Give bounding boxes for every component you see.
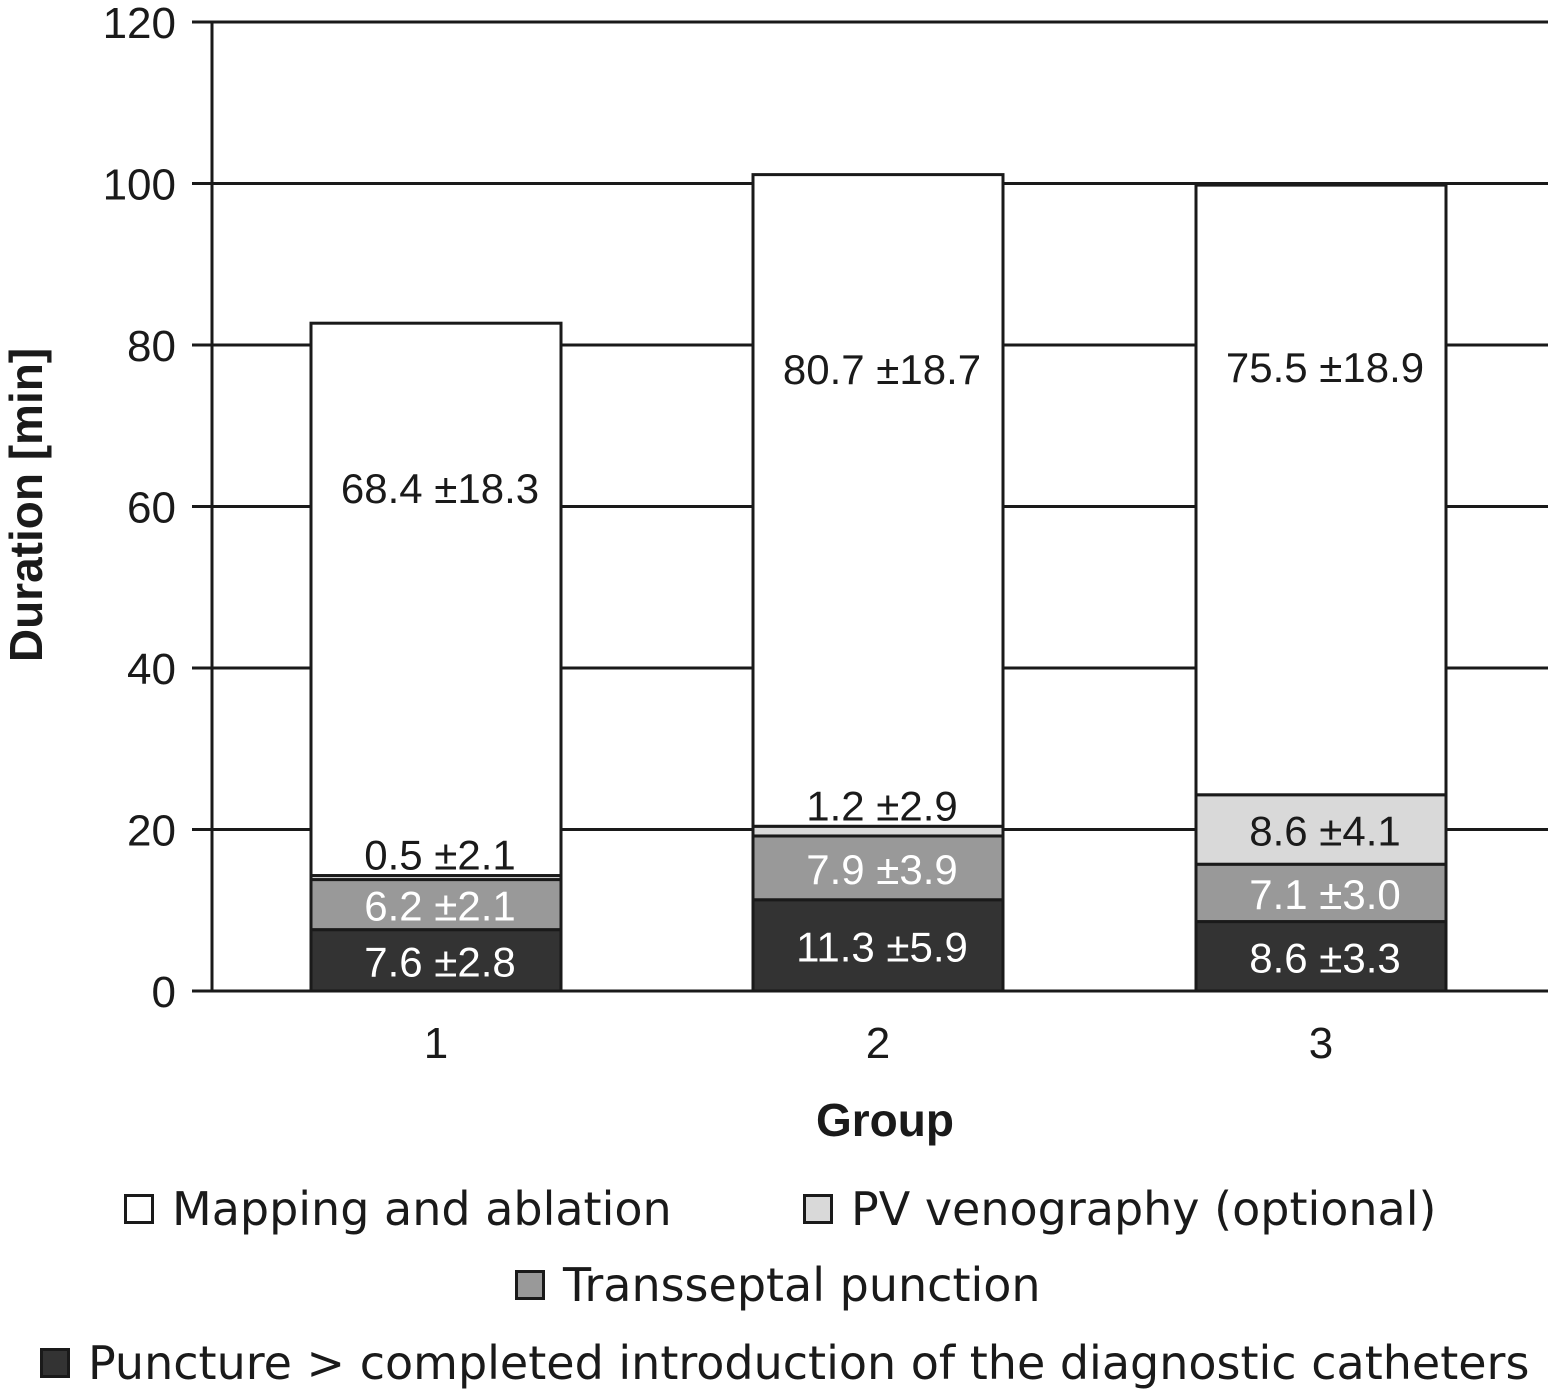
bar-value-label: 11.3 ±5.9: [796, 923, 968, 970]
legend-label-venography: PV venography (optional): [851, 1182, 1437, 1236]
y-tick-label: 0: [152, 968, 176, 1017]
bars: [309, 173, 1448, 993]
legend-label-transseptal: Transseptal punction: [563, 1258, 1041, 1312]
bar-value-label: 8.6 ±3.3: [1249, 934, 1401, 981]
bar-value-label: 68.4 ±18.3: [341, 465, 539, 512]
legend-item-transseptal: Transseptal punction: [515, 1258, 1041, 1312]
y-tick-label: 80: [127, 322, 176, 371]
bar-value-label: 75.5 ±18.9: [1226, 344, 1424, 391]
bar-segment: [309, 321, 563, 878]
legend-label-puncture: Puncture > completed introduction of the…: [88, 1336, 1530, 1390]
y-tick-label: 120: [103, 0, 176, 48]
bar-value-label: 1.2 ±2.9: [806, 782, 958, 829]
bar-value-label: 7.9 ±3.9: [806, 846, 958, 893]
bar-segment: [1194, 793, 1448, 866]
bar-value-label: 80.7 ±18.7: [783, 346, 981, 393]
legend-item-mapping: Mapping and ablation: [124, 1182, 672, 1236]
bar-segment: [751, 173, 1005, 828]
y-axis-label: Duration [min]: [0, 348, 52, 662]
stacked-bar-chart: 7.6 ±2.8 6.2 ±2.10.5 ±2.1 68.4 ±18.3 11.3 ±…: [0, 0, 1548, 1146]
bar-segment: [1194, 862, 1448, 924]
x-tick-label: 2: [866, 1019, 890, 1068]
legend-swatch-puncture: [40, 1348, 70, 1378]
legend-swatch-transseptal: [515, 1270, 545, 1300]
bar-value-label: 6.2 ±2.1: [364, 883, 516, 930]
bar-segment: [1194, 183, 1448, 797]
bar-value-label: 0.5 ±2.1: [364, 832, 516, 879]
x-tick-label: 3: [1309, 1019, 1333, 1068]
axes: 0 20 40 60 80 100 120 1 2 3: [103, 0, 1548, 1068]
y-tick-label: 100: [103, 161, 176, 210]
x-tick-label: 1: [424, 1019, 448, 1068]
bar-segment: [309, 878, 563, 932]
legend-item-venography: PV venography (optional): [803, 1182, 1436, 1236]
y-tick-label: 20: [127, 807, 176, 856]
legend: Mapping and ablation PV venography (opti…: [0, 1170, 1550, 1394]
bar-value-label: 7.1 ±3.0: [1249, 871, 1401, 918]
bar-segment: [1194, 920, 1448, 993]
x-axis-label: Group: [816, 1094, 954, 1146]
bar-value-label: 7.6 ±2.8: [364, 938, 516, 985]
y-tick-label: 60: [127, 484, 176, 533]
legend-swatch-venography: [803, 1194, 833, 1224]
legend-label-mapping: Mapping and ablation: [172, 1182, 672, 1236]
bar-value-label: 8.6 ±4.1: [1249, 808, 1401, 855]
legend-swatch-mapping: [124, 1194, 154, 1224]
bar-value-labels: 7.6 ±2.8 6.2 ±2.10.5 ±2.1 68.4 ±18.3 11.3 ±…: [341, 344, 1424, 985]
legend-item-puncture: Puncture > completed introduction of the…: [40, 1336, 1529, 1390]
y-tick-label: 40: [127, 645, 176, 694]
